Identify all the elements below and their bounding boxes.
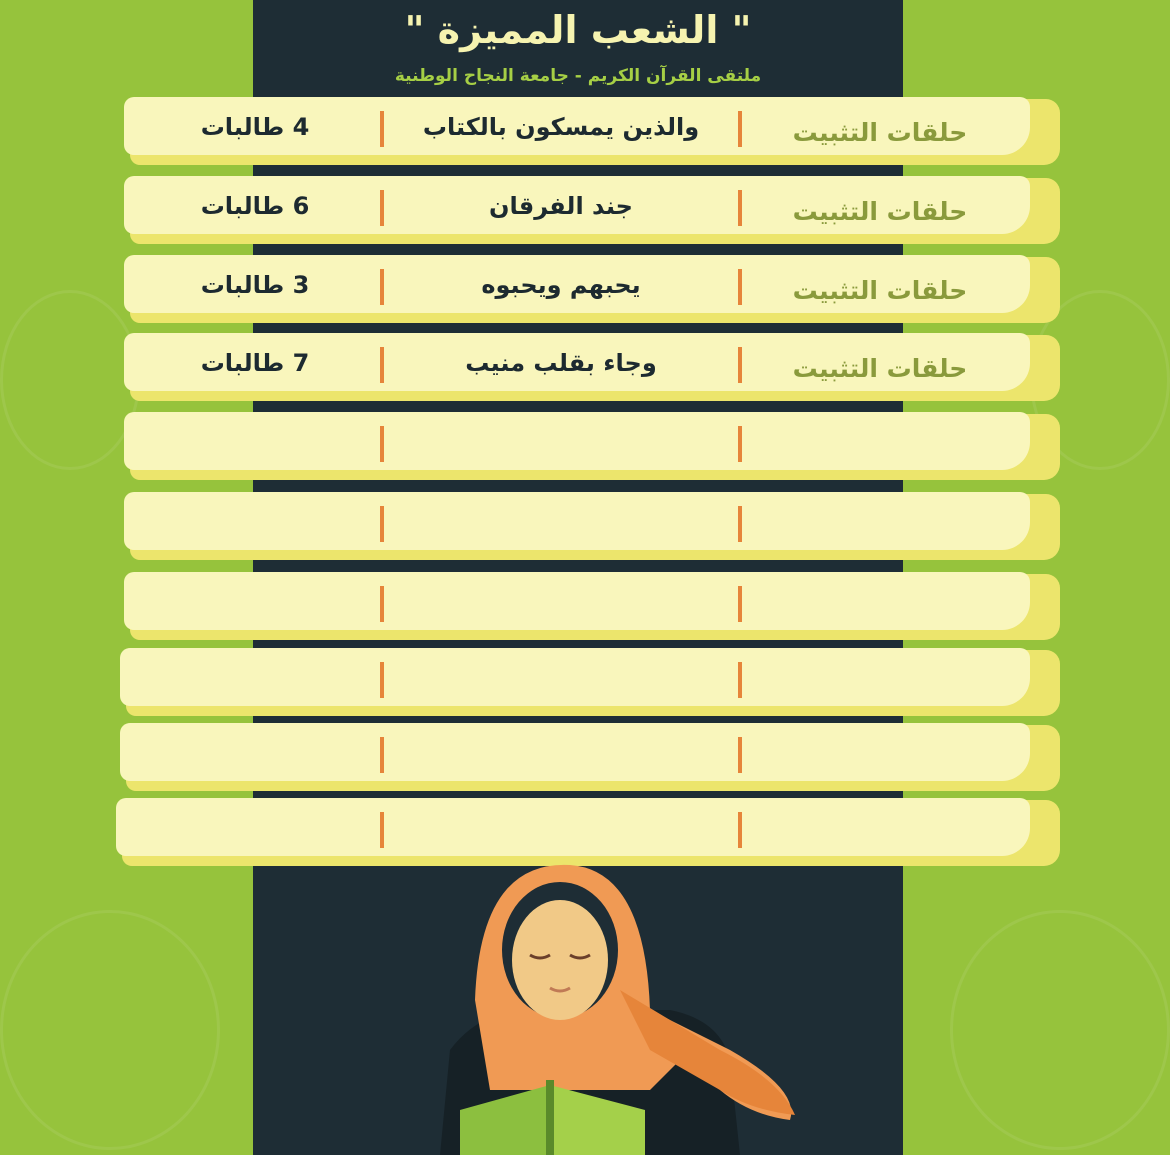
category-cell: حلقات التثبيت xyxy=(792,118,968,147)
column-divider xyxy=(738,662,742,698)
table-row: حلقات التثبيت وجاء بقلب منيب 7 طالبات xyxy=(124,333,1060,401)
column-divider xyxy=(738,347,742,383)
category-cell xyxy=(745,426,1015,470)
row-face xyxy=(124,492,1030,550)
column-divider xyxy=(738,426,742,462)
group-name-cell xyxy=(386,656,736,700)
table-row xyxy=(124,412,1060,480)
student-count-cell xyxy=(130,656,380,700)
background-ornament xyxy=(0,290,140,470)
column-divider xyxy=(380,812,384,848)
row-face xyxy=(124,412,1030,470)
column-divider xyxy=(738,586,742,622)
group-name-cell: جند الفرقان xyxy=(489,192,633,220)
group-name-cell: يحبهم ويحبوه xyxy=(481,271,641,299)
table-row xyxy=(124,572,1060,640)
group-name-cell xyxy=(386,731,736,775)
row-face xyxy=(124,176,1030,234)
column-divider xyxy=(738,737,742,773)
row-face xyxy=(124,97,1030,155)
student-count-cell: 6 طالبات xyxy=(200,192,310,220)
column-divider xyxy=(380,662,384,698)
table-row: حلقات التثبيت والذين يمسكون بالكتاب 4 طا… xyxy=(124,97,1060,165)
group-name-cell xyxy=(386,580,736,624)
table-row: حلقات التثبيت يحبهم ويحبوه 3 طالبات xyxy=(124,255,1060,323)
girl-reading-illustration xyxy=(440,864,795,1155)
table-row xyxy=(124,492,1060,560)
column-divider xyxy=(380,586,384,622)
table-row xyxy=(120,648,1060,716)
column-divider xyxy=(380,426,384,462)
background-ornament xyxy=(950,910,1170,1150)
column-divider xyxy=(380,737,384,773)
student-count-cell xyxy=(130,806,380,850)
group-name-cell: وجاء بقلب منيب xyxy=(465,349,657,377)
table-row: حلقات التثبيت جند الفرقان 6 طالبات xyxy=(124,176,1060,244)
column-divider xyxy=(380,111,384,147)
category-cell: حلقات التثبيت xyxy=(792,354,968,383)
student-count-cell xyxy=(130,500,380,544)
table-row xyxy=(120,723,1060,791)
background-ornament xyxy=(0,910,220,1150)
category-cell xyxy=(745,737,1015,781)
column-divider xyxy=(738,269,742,305)
column-divider xyxy=(380,190,384,226)
group-name-cell: والذين يمسكون بالكتاب xyxy=(422,113,700,141)
student-count-cell xyxy=(130,731,380,775)
student-count-cell: 4 طالبات xyxy=(200,113,310,141)
column-divider xyxy=(738,111,742,147)
column-divider xyxy=(738,506,742,542)
category-cell xyxy=(745,586,1015,630)
category-cell xyxy=(745,812,1015,856)
row-face xyxy=(124,255,1030,313)
student-count-cell: 7 طالبات xyxy=(200,349,310,377)
group-name-cell xyxy=(386,420,736,464)
row-face xyxy=(120,723,1030,781)
column-divider xyxy=(738,190,742,226)
column-divider xyxy=(738,812,742,848)
column-divider xyxy=(380,269,384,305)
row-face xyxy=(116,798,1030,856)
page-subtitle: ملتقى القرآن الكريم - جامعة النجاح الوطن… xyxy=(394,66,762,86)
student-count-cell xyxy=(130,420,380,464)
group-name-cell xyxy=(386,806,736,850)
row-face xyxy=(124,333,1030,391)
column-divider xyxy=(380,347,384,383)
row-face xyxy=(120,648,1030,706)
category-cell xyxy=(745,662,1015,706)
student-count-cell xyxy=(130,580,380,624)
category-cell: حلقات التثبيت xyxy=(792,197,968,226)
category-cell xyxy=(745,506,1015,550)
row-face xyxy=(124,572,1030,630)
category-cell: حلقات التثبيت xyxy=(792,276,968,305)
page-title: " الشعب المميزة " xyxy=(404,8,752,52)
table-row xyxy=(116,798,1060,866)
group-name-cell xyxy=(386,500,736,544)
student-count-cell: 3 طالبات xyxy=(200,271,310,299)
column-divider xyxy=(380,506,384,542)
